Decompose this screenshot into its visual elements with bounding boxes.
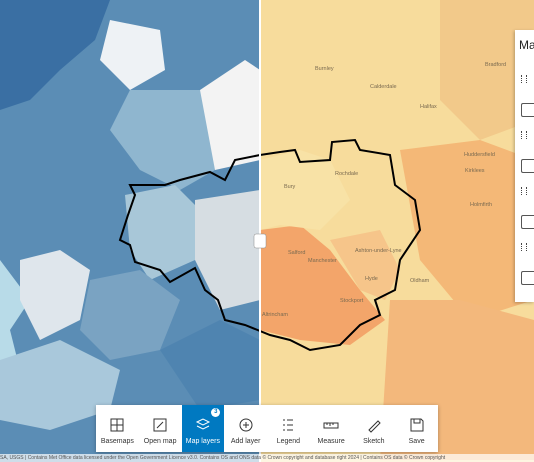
region <box>0 340 120 430</box>
drag-handle[interactable] <box>521 131 527 139</box>
button-label: Open map <box>143 438 177 445</box>
button-label: Measure <box>317 438 345 445</box>
region <box>330 230 400 300</box>
swipe-handle[interactable] <box>253 233 267 249</box>
toolbar: Basemaps Open map Map layers 3 Add layer Lege… <box>96 405 438 452</box>
toolbar-button[interactable]: Basemaps <box>96 405 139 452</box>
place-label: Oldham <box>410 278 430 284</box>
button-label: Legend <box>276 438 301 445</box>
place-label: Stockport <box>340 298 364 304</box>
side-panel: Ma <box>515 30 534 302</box>
button-label: Save <box>408 438 425 445</box>
region <box>100 20 165 90</box>
place-label: Rochdale <box>335 171 358 177</box>
toolbar-button[interactable]: Save <box>395 405 438 452</box>
place-label: Bury <box>284 184 296 190</box>
toolbar-button[interactable]: Add layer <box>224 405 267 452</box>
place-label: Ashton-under-Lyne <box>355 248 402 254</box>
place-label: Hyde <box>365 276 378 282</box>
region <box>260 150 350 230</box>
layer-card[interactable] <box>521 271 534 285</box>
place-label: Calderdale <box>370 84 397 90</box>
boundary <box>118 138 422 352</box>
region <box>195 60 260 170</box>
icon <box>323 422 339 429</box>
region <box>160 320 260 410</box>
region <box>110 90 215 190</box>
place-label: Burnley <box>315 66 334 72</box>
place-label: Kirklees <box>465 168 485 174</box>
icon <box>239 418 253 432</box>
drag-handle[interactable] <box>521 75 527 83</box>
panel-title: Ma <box>519 38 534 52</box>
toolbar-button[interactable]: Legend <box>267 405 310 452</box>
region <box>195 190 260 310</box>
region <box>260 225 385 345</box>
layer-card[interactable] <box>521 103 534 117</box>
icon <box>283 419 294 431</box>
attribution: SA, USGS | Contains Met Office data lice… <box>0 454 534 462</box>
toolbar-button[interactable]: Measure <box>310 405 353 452</box>
icon <box>110 418 124 432</box>
place-label: Halifax <box>420 104 437 110</box>
region <box>400 140 534 320</box>
button-label: Add layer <box>230 438 261 445</box>
region <box>440 0 534 140</box>
place-label: Manchester <box>308 258 337 264</box>
toolbar-button[interactable]: Map layers 3 <box>181 405 225 452</box>
region <box>0 0 110 110</box>
button-label: Map layers <box>185 438 220 445</box>
drag-handle[interactable] <box>521 187 527 195</box>
place-label: Salford <box>288 250 305 256</box>
badge: 3 <box>211 408 221 417</box>
place-label: Holmfirth <box>470 202 492 208</box>
region <box>80 270 180 360</box>
toolbar-button[interactable]: Open map <box>139 405 182 452</box>
layer-card[interactable] <box>521 215 534 229</box>
icon <box>195 418 210 430</box>
drag-handle[interactable] <box>521 243 527 251</box>
toolbar-button[interactable]: Sketch <box>353 405 396 452</box>
place-label: Altrincham <box>262 312 288 318</box>
region <box>20 250 90 340</box>
icon <box>153 418 167 432</box>
place-label: Bradford <box>485 62 506 68</box>
icon <box>410 418 424 432</box>
icon <box>368 420 381 433</box>
region <box>125 185 200 280</box>
button-label: Basemaps <box>100 438 134 445</box>
layer-card[interactable] <box>521 159 534 173</box>
button-label: Sketch <box>363 438 385 445</box>
place-label: Huddersfield <box>464 152 495 158</box>
